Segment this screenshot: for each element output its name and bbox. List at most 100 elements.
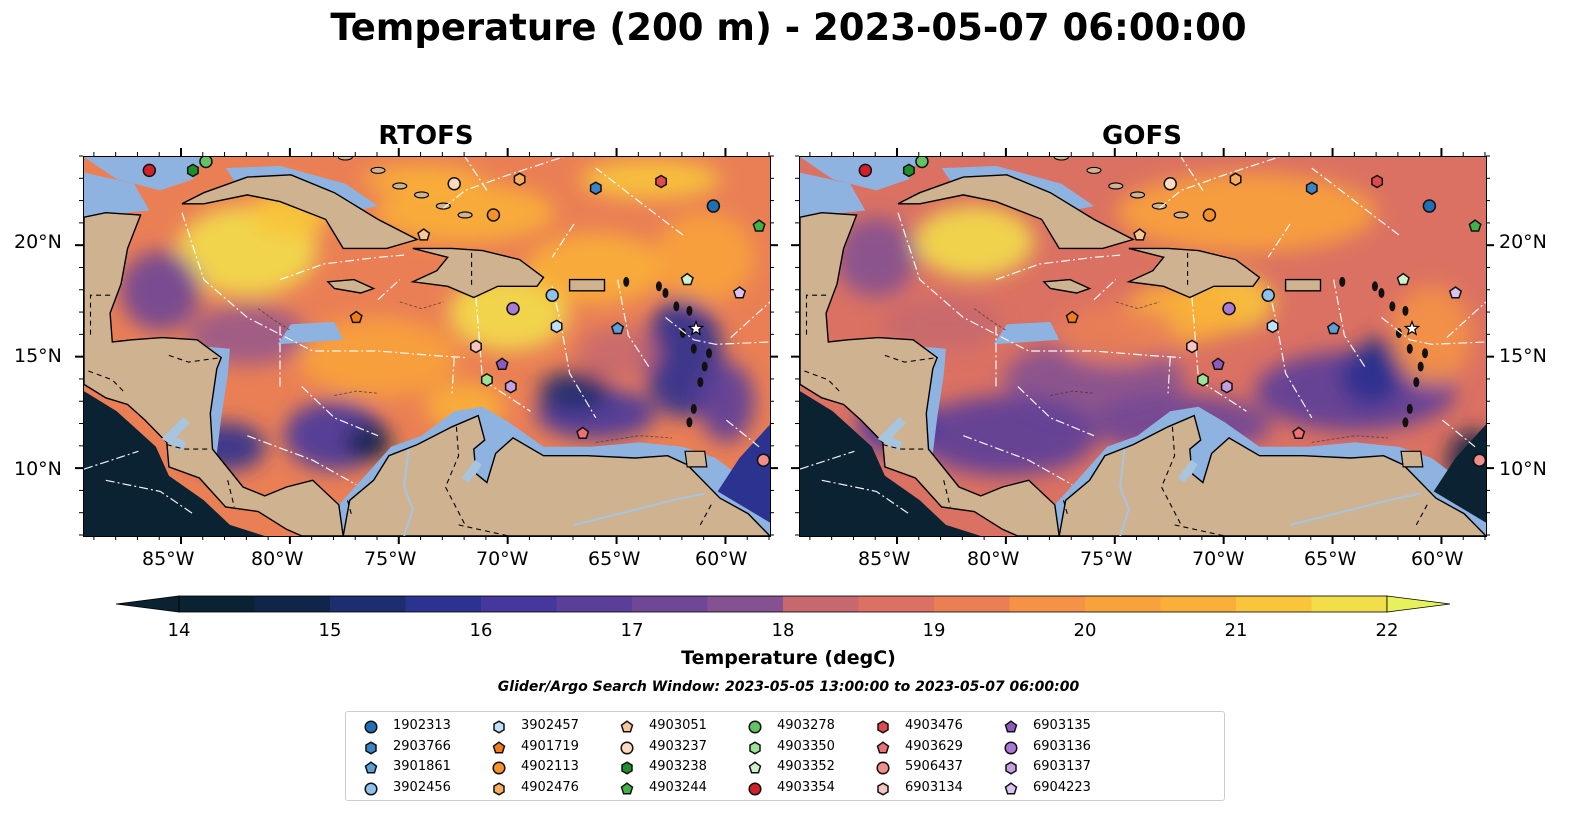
legend-label: 4903278 xyxy=(777,718,835,733)
panel-title-rtofs: RTOFS xyxy=(378,121,474,151)
legend-marker-4903051 xyxy=(620,720,634,733)
legend-marker-4903350 xyxy=(749,740,761,755)
temperature-map-gofs xyxy=(800,157,1486,536)
legend-marker-2903766 xyxy=(365,740,377,755)
star-marker xyxy=(1403,320,1421,336)
legend-marker-icon xyxy=(1004,720,1018,733)
legend-marker-5906437 xyxy=(876,761,890,775)
legend-marker-icon xyxy=(876,761,890,775)
float-marker-4903350 xyxy=(480,373,493,387)
legend-label: 4903354 xyxy=(777,779,835,795)
colorbar-tick-20: 20 xyxy=(1073,620,1097,641)
legend-marker-6903136 xyxy=(1004,740,1018,755)
map-panel-rtofs[interactable] xyxy=(83,156,771,537)
legend-marker-4903278 xyxy=(748,720,762,734)
float-marker-4903051 xyxy=(1133,228,1147,241)
float-marker-4902113 xyxy=(486,208,501,222)
legend-label: 5906437 xyxy=(905,759,963,774)
search-window-text: Glider/Argo Search Window: 2023-05-05 13… xyxy=(497,679,1080,695)
legend-label: 4902476 xyxy=(521,779,579,795)
float-marker-4903629 xyxy=(576,426,590,440)
float-marker-4901719 xyxy=(349,310,363,324)
float-marker-4902476 xyxy=(513,172,526,187)
colorbar xyxy=(116,595,1451,613)
legend-marker-icon xyxy=(620,740,634,755)
float-marker-4903629 xyxy=(1292,426,1306,440)
float-marker-6903136 xyxy=(1222,301,1236,316)
panel-title-gofs: GOFS xyxy=(1102,121,1182,151)
legend-marker-4902476 xyxy=(493,781,505,796)
float-legend: 1902313 2903766 3901861 3902456 3902457 49017… xyxy=(345,711,1225,801)
star-marker xyxy=(687,320,705,336)
legend-label: 6903134 xyxy=(905,779,963,795)
legend-marker-4903237 xyxy=(620,740,634,755)
lon-tick-right-80w: 80°W xyxy=(967,548,1020,570)
colorbar-tick-16: 16 xyxy=(469,620,493,641)
float-marker-4903476 xyxy=(1371,174,1384,189)
legend-label: 4903476 xyxy=(905,718,963,733)
legend-label: 6904223 xyxy=(1033,779,1091,795)
float-marker-5906437 xyxy=(1472,453,1486,467)
lon-tick-right-75w: 75°W xyxy=(1080,548,1133,570)
lon-tick-left-70w: 70°W xyxy=(476,548,529,570)
legend-marker-icon xyxy=(749,740,761,755)
float-marker-3901861 xyxy=(1326,321,1341,335)
float-marker-2903766 xyxy=(1305,181,1318,196)
float-marker-1902313 xyxy=(706,199,721,213)
float-marker-4903354 xyxy=(142,163,157,178)
lon-tick-right-65w: 65°W xyxy=(1304,548,1357,570)
legend-marker-6903134 xyxy=(877,781,889,796)
map-panel-gofs[interactable] xyxy=(799,156,1487,537)
legend-marker-4903244 xyxy=(620,781,634,794)
legend-marker-4903354 xyxy=(748,781,762,796)
legend-marker-icon xyxy=(365,740,377,755)
colorbar-tick-21: 21 xyxy=(1224,620,1248,641)
float-marker-3902457 xyxy=(1266,319,1279,334)
legend-label: 3902456 xyxy=(393,779,451,795)
float-marker-4903350 xyxy=(1196,373,1209,387)
float-marker-6903135 xyxy=(495,357,509,370)
legend-marker-4903629 xyxy=(876,740,890,753)
legend-marker-icon xyxy=(621,761,633,775)
legend-marker-icon xyxy=(876,740,890,753)
colorbar-tick-14: 14 xyxy=(167,620,191,641)
float-marker-5906437 xyxy=(756,453,770,467)
legend-marker-icon xyxy=(877,720,889,734)
legend-marker-4902113 xyxy=(492,761,506,775)
temperature-map-rtofs xyxy=(84,157,770,536)
legend-marker-icon xyxy=(493,720,505,734)
legend-label: 4903051 xyxy=(649,718,707,733)
lon-tick-left-65w: 65°W xyxy=(588,548,641,570)
legend-label: 6903136 xyxy=(1033,738,1091,754)
lat-tick-right-15n: 15°N xyxy=(1499,345,1547,367)
legend-marker-icon xyxy=(364,761,378,774)
float-marker-2903766 xyxy=(589,181,602,196)
legend-label: 3901861 xyxy=(393,759,451,774)
legend-marker-3902456 xyxy=(364,781,378,796)
float-marker-4903244 xyxy=(752,219,766,232)
legend-marker-6904223 xyxy=(1004,781,1018,794)
float-marker-4903051 xyxy=(417,228,431,241)
float-marker-4903354 xyxy=(858,163,873,178)
legend-label: 4901719 xyxy=(521,738,579,754)
lat-tick-left-20n: 20°N xyxy=(14,231,62,253)
legend-marker-3901861 xyxy=(364,761,378,774)
legend-marker-icon xyxy=(1004,781,1018,794)
legend-marker-icon xyxy=(877,781,889,796)
legend-marker-3902457 xyxy=(493,720,505,734)
legend-marker-icon xyxy=(492,761,506,775)
float-marker-3901861 xyxy=(610,321,625,335)
float-marker-3902456 xyxy=(1261,288,1275,302)
float-marker-6903136 xyxy=(506,301,520,316)
figure-title: Temperature (200 m) - 2023-05-07 06:00:0… xyxy=(330,6,1247,49)
lat-tick-left-10n: 10°N xyxy=(14,458,62,480)
legend-label: 4903244 xyxy=(649,779,707,795)
legend-marker-4903238 xyxy=(621,761,633,775)
colorbar-tick-17: 17 xyxy=(620,620,644,641)
legend-marker-icon xyxy=(364,781,378,796)
lon-tick-left-80w: 80°W xyxy=(251,548,304,570)
legend-marker-6903135 xyxy=(1004,720,1018,733)
legend-label: 1902313 xyxy=(393,718,451,733)
legend-marker-4903476 xyxy=(877,720,889,734)
float-marker-6903137 xyxy=(1220,379,1233,394)
